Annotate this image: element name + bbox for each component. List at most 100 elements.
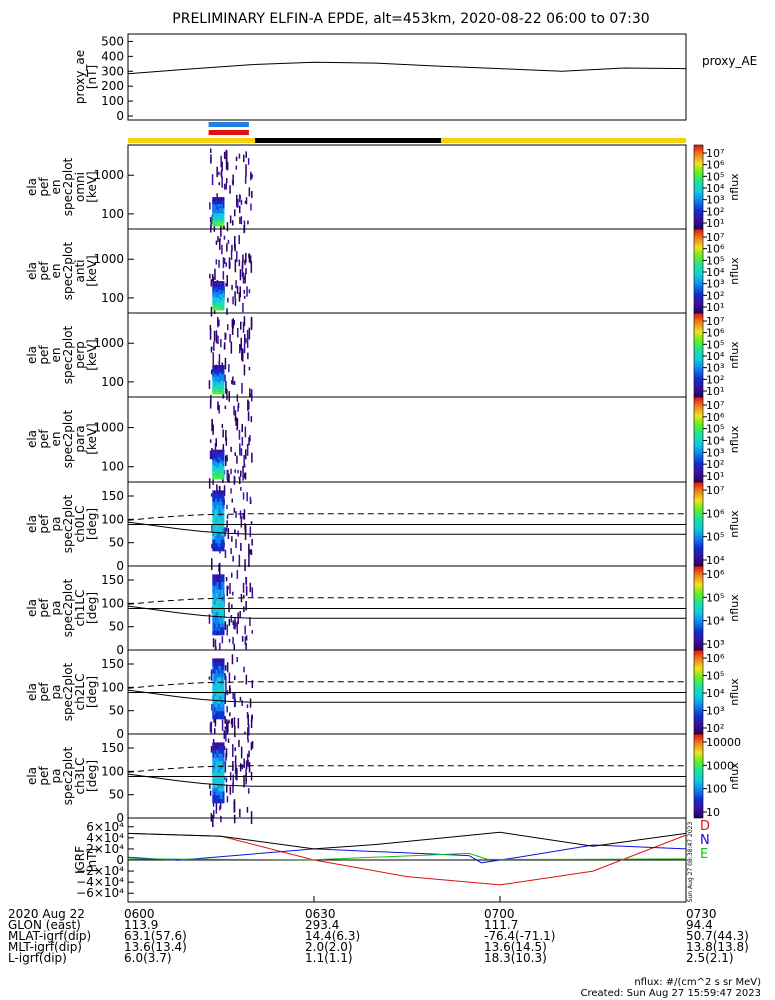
- spectrogram-pixel: [232, 782, 234, 793]
- spectrogram-pixel: [234, 529, 236, 534]
- spectrogram-pixel: [224, 332, 226, 340]
- spectrogram-pixel: [218, 458, 221, 462]
- spectrogram-pixel: [221, 460, 224, 463]
- bottom-table-cell: 13.6(13.4): [124, 940, 187, 954]
- bottom-table-cell: 113.9: [124, 918, 159, 932]
- igrf-tick-label: 6×10⁴: [86, 820, 124, 834]
- spectrogram-pixel: [222, 619, 225, 624]
- proxy-ae-tick-label: 500: [101, 34, 124, 48]
- spectrogram-pixel: [215, 218, 218, 221]
- spectrogram-pixel: [247, 158, 250, 165]
- spectrogram-pixel: [245, 600, 247, 611]
- spectrogram-pixel: [216, 662, 219, 667]
- spectrogram-pixel: [213, 574, 216, 579]
- spectrogram-pixel: [228, 719, 230, 724]
- spectrogram-pixel: [245, 151, 247, 158]
- spectrogram-pixel: [222, 711, 225, 716]
- spectrogram-pixel: [218, 681, 221, 686]
- spectrogram-pixel: [212, 772, 215, 777]
- spectrogram-pixel: [212, 795, 215, 800]
- spectrogram-pixel: [222, 462, 225, 465]
- spectrogram-pixel: [222, 757, 225, 762]
- spectrogram-pixel: [216, 198, 219, 202]
- spectrogram-pixel: [229, 185, 231, 194]
- spectrogram-pixel: [212, 224, 215, 227]
- spectrogram-pixel: [218, 204, 221, 207]
- colorbar-tick-label: 10²: [706, 205, 724, 218]
- spectrogram-pixel: [242, 513, 245, 520]
- spectrogram-pixel: [221, 365, 224, 368]
- pitch-tick-label: 0: [116, 811, 124, 825]
- spectrogram-pixel: [212, 597, 215, 602]
- spectrogram-pixel: [212, 768, 215, 774]
- spectrogram-pixel: [230, 446, 232, 452]
- colorbar-tick-label: 10⁷: [706, 231, 724, 244]
- spectrogram-pixel: [219, 308, 222, 311]
- spectrogram-pixel: [215, 295, 218, 298]
- spectrogram-pixel: [248, 543, 250, 557]
- spectrogram-pixel: [219, 768, 222, 774]
- spectrogram-pixel: [216, 799, 219, 804]
- spectrogram-pixel: [226, 514, 229, 519]
- spectrogram-pixel: [243, 342, 246, 354]
- spectrogram-pixel: [222, 473, 225, 476]
- spectrogram-pixel: [213, 295, 216, 298]
- spectrogram-pixel: [215, 746, 218, 751]
- spectrogram-pixel: [226, 504, 228, 509]
- spectrogram-pixel: [216, 772, 219, 777]
- spectrogram-pixel: [222, 585, 225, 590]
- spectrogram-pixel: [218, 509, 221, 514]
- spectrogram-pixel: [244, 559, 246, 571]
- panel-label-line: pef: [37, 766, 51, 786]
- spectrogram-pixel: [225, 388, 227, 394]
- spectrogram-pixel: [213, 449, 216, 452]
- spectrogram-pixel: [219, 787, 222, 792]
- spectrogram-pixel: [212, 366, 215, 370]
- spectrogram-pixel: [213, 308, 216, 311]
- spectrogram-pixel: [219, 204, 222, 207]
- spectrogram-pixel: [216, 451, 219, 454]
- spectrogram-pixel: [219, 707, 222, 712]
- spectrogram-pixel: [216, 206, 219, 209]
- spectrogram-pixel: [221, 211, 224, 214]
- spectrogram-pixel: [216, 742, 219, 747]
- spectrogram-pixel: [222, 681, 225, 686]
- spectrogram-pixel: [212, 582, 215, 587]
- spectrogram-pixel: [242, 471, 244, 481]
- panel-label-line: pa: [49, 601, 63, 616]
- spectrogram-pixel: [222, 658, 225, 663]
- spectrogram-pixel: [213, 753, 216, 758]
- spectrogram-pixel: [212, 453, 215, 456]
- spectrogram-pixel: [219, 509, 222, 514]
- spectrogram-pixel: [216, 784, 219, 789]
- spectrogram-pixel: [243, 364, 246, 376]
- spectrogram-pixel: [215, 543, 218, 548]
- spectrogram-pixel: [218, 703, 221, 708]
- spectrogram-pixel: [213, 688, 216, 693]
- spectrogram-pixel: [216, 366, 219, 370]
- spectrogram-pixel: [218, 524, 221, 529]
- spectrogram-pixel: [212, 209, 215, 212]
- spectrogram-pixel: [215, 222, 218, 225]
- spectrogram-pixel: [218, 215, 221, 218]
- spectrogram-pixel: [250, 261, 253, 273]
- spectrogram-pixel: [219, 753, 222, 758]
- spectrogram-pixel: [212, 684, 215, 690]
- spectrogram-pixel: [221, 220, 224, 223]
- spectrogram-pixel: [218, 658, 221, 663]
- spectrogram-pixel: [218, 293, 221, 296]
- spectrogram-pixel: [219, 304, 222, 307]
- spectrogram-pixel: [234, 236, 236, 249]
- spectrogram-pixel: [245, 164, 247, 177]
- spectrogram-pixel: [212, 787, 215, 792]
- spectrogram-pixel: [226, 662, 229, 673]
- spectrogram-pixel: [219, 381, 222, 384]
- spectrogram-pixel: [218, 259, 220, 268]
- spectrogram-pixel: [215, 473, 218, 476]
- spectrogram-pixel: [221, 780, 224, 785]
- spectrogram-pixel: [212, 222, 215, 225]
- spectrogram-pixel: [218, 742, 221, 747]
- spectrogram-pixel: [242, 272, 244, 279]
- spectrogram-pixel: [218, 282, 221, 286]
